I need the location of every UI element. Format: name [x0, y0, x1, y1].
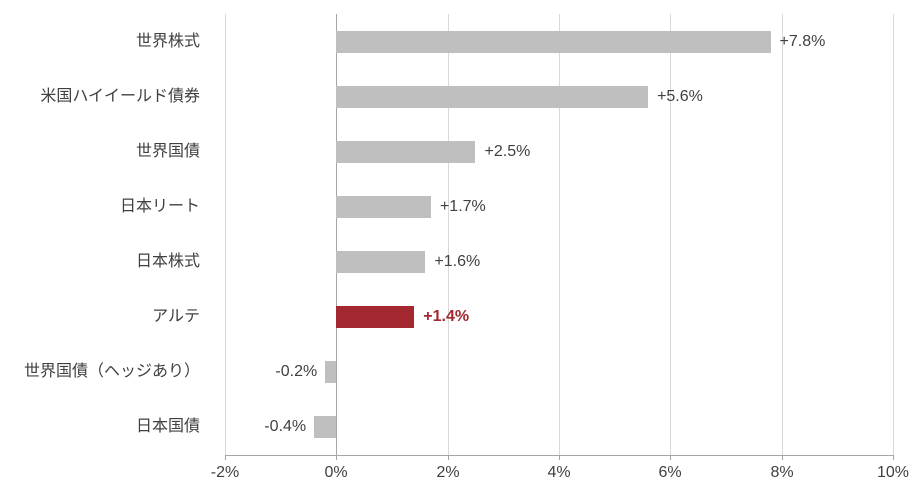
bar	[336, 195, 431, 218]
category-label: 世界国債	[135, 142, 200, 160]
value-label: -0.2%	[275, 363, 318, 381]
x-axis-tick	[225, 455, 226, 460]
x-axis-tick-label: 2%	[436, 464, 460, 481]
bar	[325, 361, 337, 384]
value-label: +1.4%	[423, 308, 470, 326]
x-axis-tick	[782, 455, 783, 460]
category-label: 日本リート	[119, 197, 200, 215]
x-axis-tick-label: 6%	[658, 464, 682, 481]
x-axis-tick-label: 4%	[547, 464, 571, 481]
bar	[336, 251, 426, 274]
x-axis-tick	[670, 455, 671, 460]
x-axis-tick-label: 10%	[876, 464, 910, 481]
value-label: +7.8%	[779, 32, 826, 50]
value-label: +1.6%	[434, 253, 481, 271]
x-axis-tick	[336, 455, 337, 460]
bar	[336, 140, 476, 163]
x-axis-line	[225, 455, 893, 456]
x-axis-tick	[559, 455, 560, 460]
zero-gridline	[336, 14, 337, 455]
gridline	[670, 14, 671, 455]
category-label: 世界国債（ヘッジあり）	[23, 363, 200, 381]
category-label: 日本国債	[135, 418, 200, 436]
x-axis-tick-label: 0%	[324, 464, 348, 481]
bar-highlighted	[336, 306, 415, 329]
gridline	[782, 14, 783, 455]
gridline	[448, 14, 449, 455]
gridline	[559, 14, 560, 455]
value-label: +1.7%	[439, 197, 486, 215]
gridline	[893, 14, 894, 455]
category-label: 世界株式	[135, 32, 200, 50]
x-axis-tick-label: 8%	[770, 464, 794, 481]
value-label: -0.4%	[264, 418, 307, 436]
category-label: アルテ	[152, 308, 200, 326]
category-label: 日本株式	[135, 253, 200, 271]
bar	[336, 85, 649, 108]
x-axis-tick	[448, 455, 449, 460]
gridline	[225, 14, 226, 455]
category-label: 米国ハイイールド債券	[40, 87, 200, 105]
x-axis-tick-label: -2%	[210, 464, 240, 481]
value-label: +5.6%	[657, 87, 703, 105]
x-axis-tick	[893, 455, 894, 460]
bar	[336, 30, 771, 53]
bar	[314, 416, 337, 439]
value-label: +2.5%	[484, 142, 531, 160]
